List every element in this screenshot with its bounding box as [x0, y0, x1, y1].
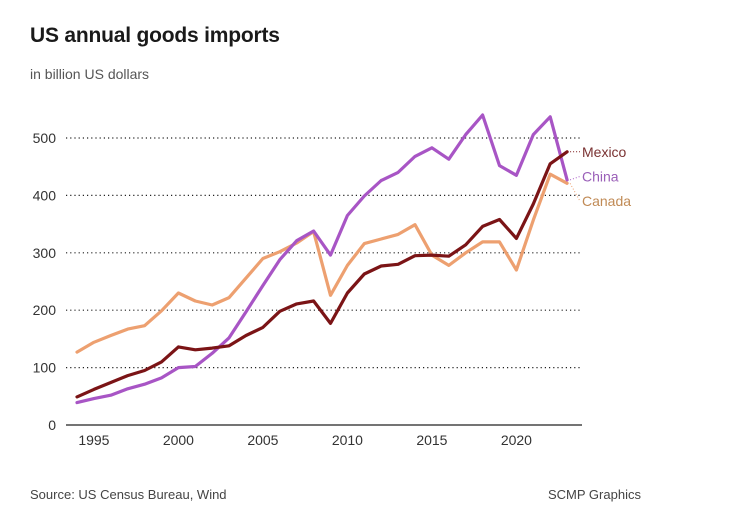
x-tick-label: 2015 — [416, 432, 447, 448]
series-label-china: China — [582, 168, 619, 184]
y-axis-ticks: 0 100 200 300 400 500 — [33, 130, 57, 433]
x-tick-label: 1995 — [78, 432, 109, 448]
series-line-china — [75, 113, 569, 405]
x-tick-label: 2000 — [163, 432, 194, 448]
series-lines — [75, 113, 569, 405]
source-note: Source: US Census Bureau, Wind — [30, 487, 227, 502]
x-tick-label: 2020 — [501, 432, 532, 448]
series-line-canada — [75, 172, 569, 354]
credit-note: SCMP Graphics — [548, 487, 641, 502]
x-tick-label: 2005 — [247, 432, 278, 448]
y-tick-label: 0 — [48, 417, 56, 433]
series-line-mexico — [75, 150, 569, 399]
label-leader-canada — [569, 183, 581, 202]
y-tick-label: 300 — [33, 245, 57, 261]
label-leader-china — [569, 175, 581, 181]
y-tick-label: 400 — [33, 187, 57, 203]
y-tick-label: 100 — [33, 360, 57, 376]
series-label-canada: Canada — [582, 193, 631, 209]
series-label-mexico: Mexico — [582, 144, 627, 160]
y-tick-label: 500 — [33, 130, 57, 146]
y-tick-label: 200 — [33, 302, 57, 318]
x-tick-label: 2010 — [332, 432, 363, 448]
series-labels: Mexico China Canada — [569, 144, 631, 209]
chart-title: US annual goods imports — [30, 24, 280, 47]
x-axis: 1995 2000 2005 2010 2015 2020 — [66, 424, 582, 448]
chart-subtitle: in billion US dollars — [30, 66, 150, 82]
